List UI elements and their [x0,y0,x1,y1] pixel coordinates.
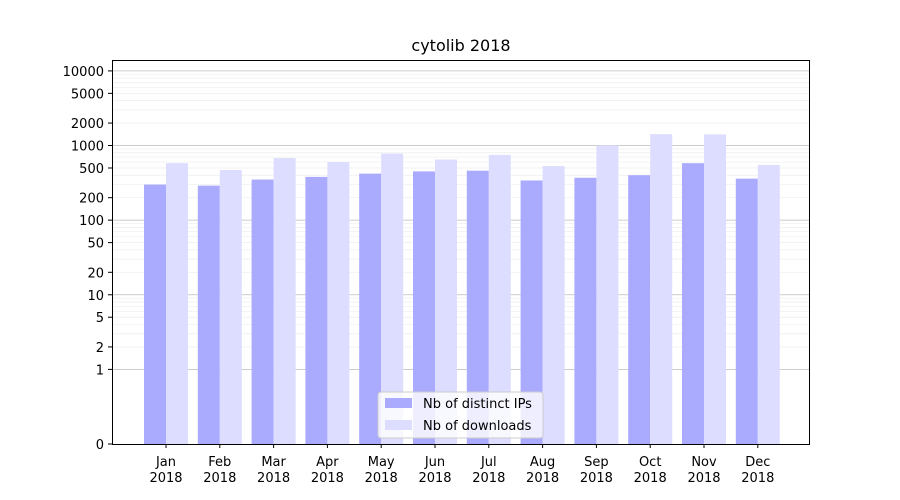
x-tick-label: Jan [155,455,176,470]
x-tick-label: Jun [424,455,445,470]
y-tick-label: 10000 [63,65,104,80]
x-tick-label: Mar [261,455,286,470]
legend-swatch-ips [385,398,412,408]
x-tick-label: 2018 [741,471,774,486]
x-tick-label: Dec [745,455,770,470]
bar [650,134,673,444]
x-axis: Jan2018Feb2018Mar2018Apr2018May2018Jun20… [149,444,774,486]
y-tick-label: 10 [87,289,104,304]
x-tick-label: Jul [480,455,497,470]
y-tick-label: 100 [79,214,104,229]
bars [144,134,780,445]
bar [359,173,382,445]
y-tick-label: 50 [87,237,104,252]
y-tick-label: 5 [96,311,104,326]
x-tick-label: 2018 [149,471,182,486]
legend-swatch-downloads [385,420,412,430]
bar [628,175,651,444]
y-tick-label: 20 [87,266,104,281]
bar [381,153,404,444]
y-tick-label: 0 [96,438,104,453]
bar [144,184,166,444]
y-tick-label: 1000 [71,140,104,155]
bar [542,166,565,445]
bar [327,162,350,445]
x-tick-label: Aug [530,455,555,470]
legend-box [377,391,544,439]
chart-title: cytolib 2018 [411,36,510,55]
bar [574,177,597,445]
bar [305,176,328,444]
x-tick-label: 2018 [311,471,344,486]
legend-label-downloads: Nb of downloads [423,419,532,434]
legend-label-ips: Nb of distinct IPs [423,397,532,412]
x-tick-label: 2018 [580,471,613,486]
x-tick-label: 2018 [687,471,720,486]
bar [251,179,274,445]
y-tick-label: 5000 [71,87,104,102]
x-tick-label: Oct [639,455,661,470]
bar [273,158,296,444]
x-tick-label: 2018 [634,471,667,486]
x-tick-label: Apr [316,455,339,470]
y-tick-label: 500 [79,162,104,177]
bar [466,170,489,444]
x-tick-label: 2018 [526,471,559,486]
x-tick-label: 2018 [257,471,290,486]
y-tick-label: 200 [79,192,104,207]
x-tick-label: Feb [208,455,231,470]
y-tick-label: 1 [96,363,104,378]
bar [596,145,619,444]
bar [197,185,220,444]
bar [219,169,242,444]
x-tick-label: 2018 [365,471,398,486]
y-axis: 0 1 2 5 10 20 50 100 200 500 1000 2000 5000 10000 [63,65,112,453]
bar [704,134,726,444]
x-tick-label: 2018 [472,471,505,486]
bar [435,159,457,444]
x-tick-label: 2018 [418,471,451,486]
bar [166,163,188,445]
y-tick-label: 2000 [71,117,104,132]
x-tick-label: Sep [584,455,609,470]
bar [413,171,435,444]
legend: Nb of distinct IPs Nb of downloads [377,391,544,439]
plot-frame [112,60,810,445]
x-tick-label: May [368,455,395,470]
y-tick-label: 2 [96,341,104,356]
bar [488,154,511,444]
x-tick-label: Nov [691,455,717,470]
bar [682,163,704,445]
x-tick-label: 2018 [203,471,236,486]
bar [735,178,758,444]
bar [520,180,543,445]
bar [757,164,780,444]
